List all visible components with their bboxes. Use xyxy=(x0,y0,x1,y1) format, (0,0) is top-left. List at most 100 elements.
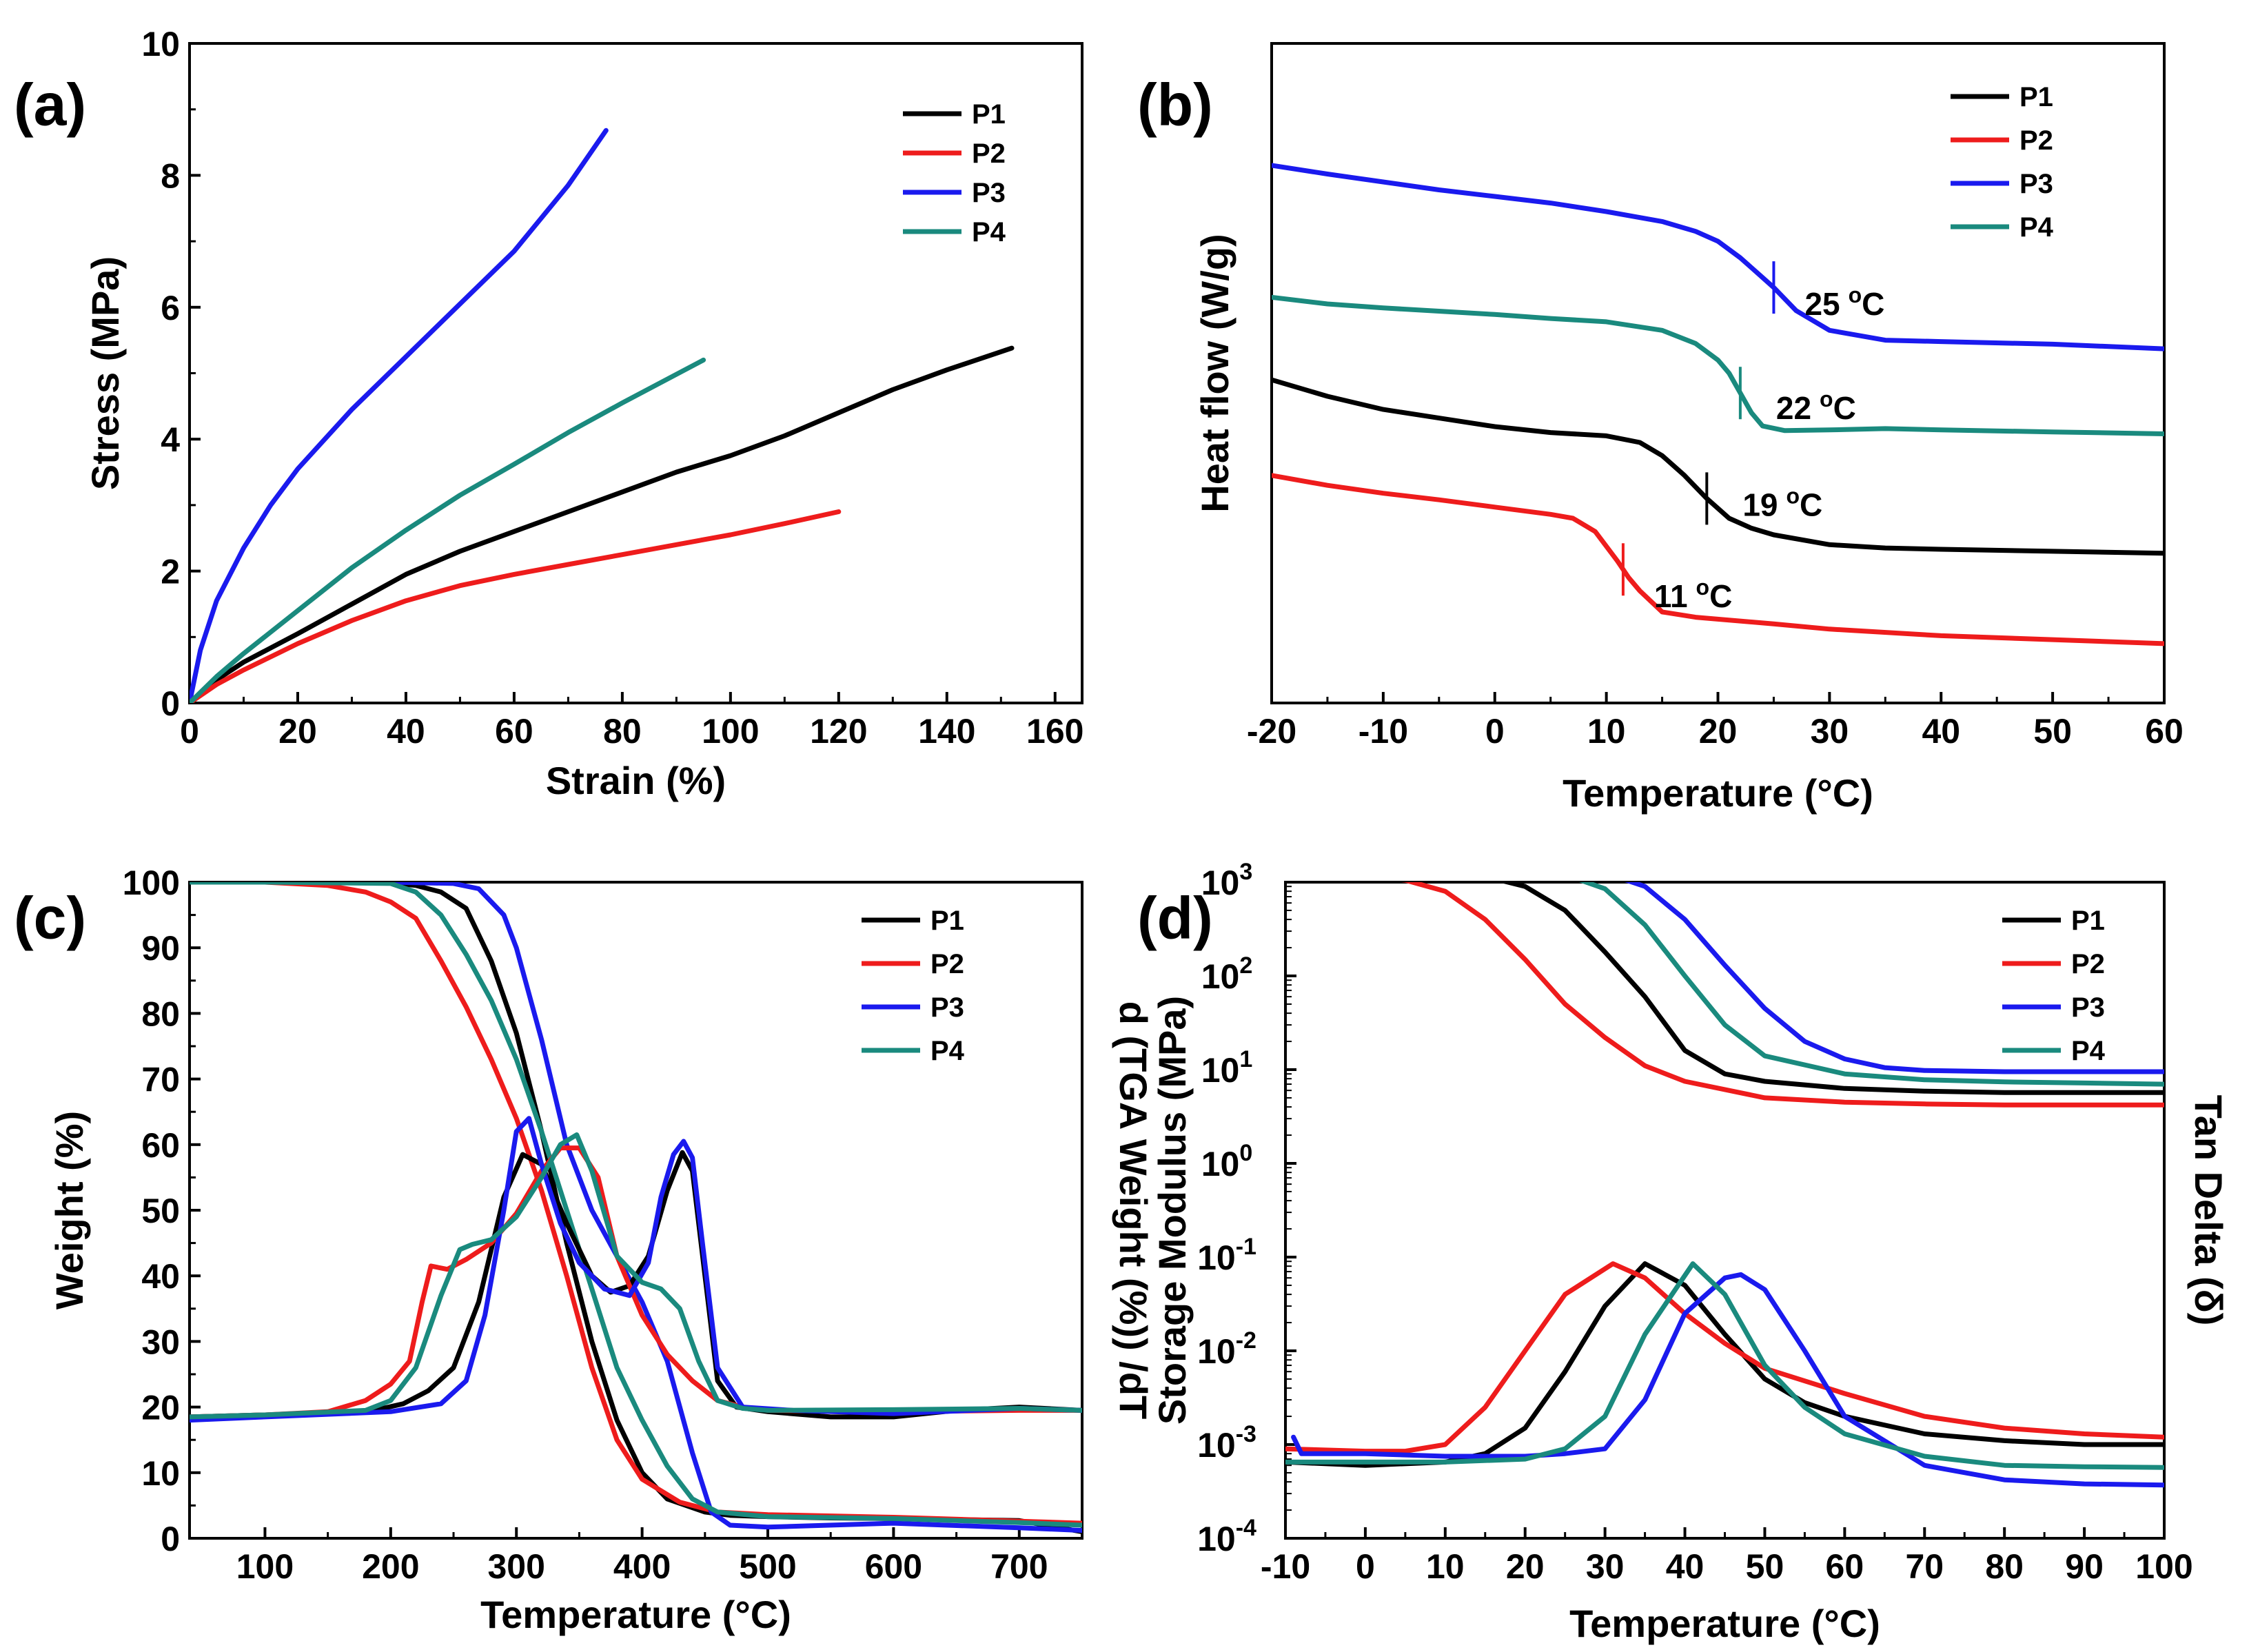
legend-label-p3: P3 xyxy=(2071,992,2105,1023)
x-tick-label: 200 xyxy=(362,1547,419,1586)
y-tick-label: 80 xyxy=(141,995,180,1033)
transition-label: 25 oC xyxy=(1804,283,1884,322)
y-tick-label: 70 xyxy=(141,1061,180,1099)
x-tick-label: 20 xyxy=(1699,712,1738,751)
x-tick-label: -10 xyxy=(1358,712,1408,751)
y-tick-label: 90 xyxy=(141,929,180,968)
x-axis-label: Temperature (°C) xyxy=(1563,771,1873,815)
transition-unit: C xyxy=(1862,286,1884,322)
y-tick-exponent: -1 xyxy=(1236,1234,1256,1260)
series-line-p3 xyxy=(1272,163,2164,351)
legend-label-p1: P1 xyxy=(2019,82,2053,112)
x-tick-label: 40 xyxy=(1666,1547,1704,1586)
legend-label-p4: P4 xyxy=(930,1036,965,1066)
x-tick-label: 0 xyxy=(180,712,199,751)
x-tick-label: 40 xyxy=(387,712,425,751)
panel-label: (a) xyxy=(14,72,86,139)
y-tick-label: 2 xyxy=(161,553,180,591)
x-tick-label: 40 xyxy=(1922,712,1960,751)
transition-value: 19 xyxy=(1742,487,1778,522)
degree-symbol: o xyxy=(1696,575,1710,600)
y-axis-label: Storage Modulus (MPa) xyxy=(1150,996,1194,1425)
x-tick-label: 600 xyxy=(865,1547,922,1586)
transition-unit: C xyxy=(1800,487,1822,522)
series-line-p4-tan-delta xyxy=(1285,1261,2164,1470)
x-tick-label: 300 xyxy=(488,1547,545,1586)
transition-value: 11 xyxy=(1654,578,1688,614)
series-line-p4-dtg xyxy=(190,1132,1082,1420)
y-tick-label: 103 xyxy=(1201,859,1253,902)
x-axis-label: Strain (%) xyxy=(546,759,726,802)
panel-c: (c) 100 200 300 400 500 600 700 0 10 20 30 40 50 60 70 8… xyxy=(14,864,1155,1636)
x-tick-label: 100 xyxy=(2135,1547,2192,1586)
y-tick-label: 10-4 xyxy=(1197,1515,1256,1558)
y-tick-base: 10 xyxy=(1197,1520,1236,1558)
series-line-p4 xyxy=(1272,294,2164,436)
y-axis-label: Weight (%) xyxy=(48,1111,91,1309)
y-tick-label: 10-3 xyxy=(1197,1421,1256,1465)
x-tick-label: 140 xyxy=(918,712,975,751)
legend-label-p3: P3 xyxy=(972,178,1006,208)
legend-label-p1: P1 xyxy=(2071,906,2105,936)
y-tick-exponent: 3 xyxy=(1239,859,1252,885)
y-tick-label: 10 xyxy=(141,1454,180,1493)
y-axis-label-right: Tan Delta (δ) xyxy=(2187,1095,2230,1326)
legend-label-p1: P1 xyxy=(972,99,1006,130)
series-line-p2-tan-delta xyxy=(1285,1261,2164,1454)
legend-label-p4: P4 xyxy=(2019,212,2054,243)
legend-label-p4: P4 xyxy=(972,217,1006,247)
x-tick-label: 400 xyxy=(613,1547,671,1586)
y-tick-label: 0 xyxy=(161,684,180,723)
legend-label-p2: P2 xyxy=(930,949,964,979)
y-tick-label: 101 xyxy=(1201,1046,1253,1090)
y-tick-base: 10 xyxy=(1201,1051,1240,1090)
y-tick-label: 102 xyxy=(1201,952,1253,996)
y-tick-label: 100 xyxy=(1201,1140,1253,1183)
y-tick-label: 0 xyxy=(161,1520,180,1558)
x-tick-label: 500 xyxy=(739,1547,796,1586)
x-tick-label: 20 xyxy=(1506,1547,1545,1586)
x-tick-label: 70 xyxy=(1905,1547,1944,1586)
x-tick-label: 0 xyxy=(1485,712,1505,751)
y-tick-label: 10-1 xyxy=(1197,1234,1256,1277)
series-line-p3 xyxy=(190,128,609,703)
panel-d: (d)-10 0 10 20 30 40 50 60 70 80 90 10010-410-310-2… xyxy=(1137,859,2230,1645)
x-tick-label: 80 xyxy=(1985,1547,2024,1586)
x-tick-label: -10 xyxy=(1261,1547,1310,1586)
transition-value: 22 xyxy=(1776,390,1811,426)
y-tick-label: 8 xyxy=(161,156,180,195)
x-tick-label: 120 xyxy=(810,712,867,751)
y-tick-exponent: 0 xyxy=(1239,1140,1252,1166)
series-line-p1-modulus xyxy=(1498,882,2164,1095)
series-line-p1 xyxy=(190,882,1082,1534)
y-tick-exponent: 1 xyxy=(1239,1046,1252,1072)
legend-label-p2: P2 xyxy=(2019,125,2053,156)
y-tick-exponent: -4 xyxy=(1236,1515,1256,1541)
plot-frame xyxy=(188,42,1083,704)
x-tick-label: 0 xyxy=(1356,1547,1375,1586)
y-tick-base: 10 xyxy=(1197,1426,1236,1465)
y-tick-label: 4 xyxy=(161,420,180,459)
x-tick-label: 160 xyxy=(1026,712,1083,751)
y-tick-label: 60 xyxy=(141,1126,180,1165)
y-tick-label: 6 xyxy=(161,289,180,327)
x-tick-label: 50 xyxy=(1746,1547,1784,1586)
y-tick-label: 20 xyxy=(141,1389,180,1427)
x-tick-label: 60 xyxy=(495,712,533,751)
y-tick-label: 30 xyxy=(141,1323,180,1361)
series-line-p4-modulus xyxy=(1578,882,2164,1087)
y-tick-label: 10 xyxy=(141,25,180,63)
transition-unit: C xyxy=(1833,390,1856,426)
y-tick-label: 100 xyxy=(123,864,180,902)
transition-label: 22 oC xyxy=(1776,387,1856,426)
series-line-p2-modulus xyxy=(1401,882,2164,1108)
transition-label: 19 oC xyxy=(1742,483,1822,522)
y-tick-label: 10-2 xyxy=(1197,1327,1256,1371)
legend-label-p2: P2 xyxy=(972,139,1006,169)
series-line-p3 xyxy=(190,882,1082,1533)
x-tick-label: 20 xyxy=(278,712,317,751)
y-axis-label: Stress (MPa) xyxy=(83,256,127,490)
transition-value: 25 xyxy=(1804,286,1840,322)
y-tick-base: 10 xyxy=(1201,864,1240,902)
